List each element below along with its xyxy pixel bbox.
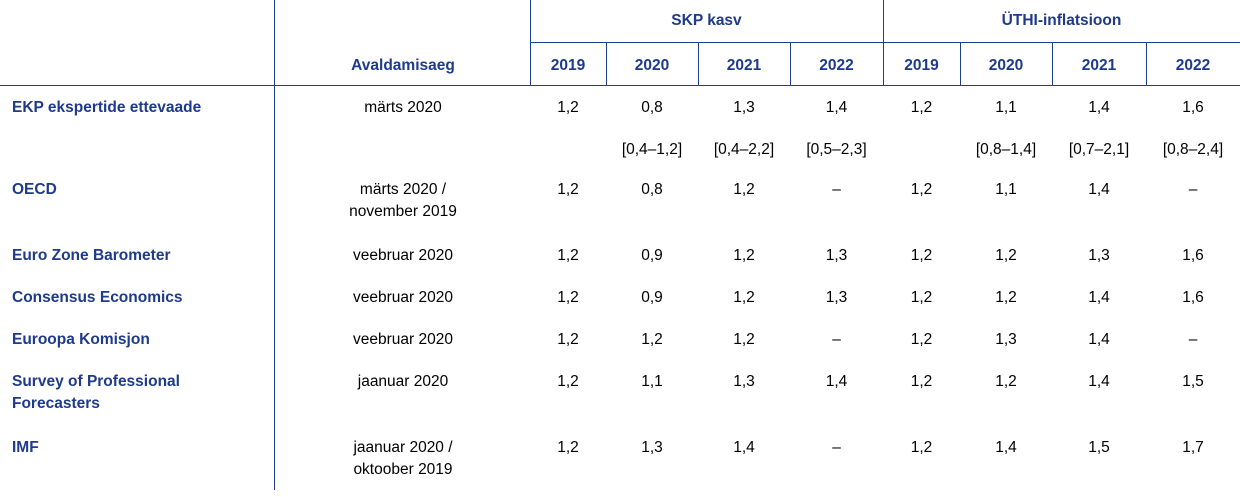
publication-date: veebruar 2020 xyxy=(353,247,453,264)
gdp-growth-value: 1,2 xyxy=(641,331,663,348)
hicp-inflation-value: 1,2 xyxy=(910,439,933,456)
forecaster-name: Euro Zone Barometer xyxy=(12,247,171,264)
hicp-inflation-value: 1,3 xyxy=(1088,247,1110,264)
gdp-growth-value: 1,2 xyxy=(557,289,579,306)
hicp-inflation-value: 1,2 xyxy=(995,373,1017,390)
header-year: 2022 xyxy=(1175,57,1211,74)
gdp-growth-value: [0,4–1,2] xyxy=(621,141,683,158)
publication-date: veebruar 2020 xyxy=(353,331,453,348)
hicp-inflation-value: [0,7–2,1] xyxy=(1068,141,1130,158)
hicp-inflation-value: 1,2 xyxy=(910,99,933,116)
hicp-inflation-value: 1,2 xyxy=(995,289,1017,306)
gdp-growth-value: 0,8 xyxy=(641,99,663,116)
forecaster-name: Survey of Professional Forecasters xyxy=(12,373,180,412)
gdp-growth-value: 1,2 xyxy=(733,247,755,264)
gdp-growth-value: 1,4 xyxy=(825,99,848,116)
hicp-inflation-value: [0,8–1,4] xyxy=(975,141,1037,158)
publication-date: märts 2020 / november 2019 xyxy=(349,181,457,220)
gdp-growth-value: 1,2 xyxy=(557,99,579,116)
gdp-growth-value: 1,2 xyxy=(557,439,579,456)
divider-label-column xyxy=(274,0,275,490)
hicp-inflation-value: 1,3 xyxy=(995,331,1017,348)
header-year: 2021 xyxy=(726,57,762,74)
divider-year xyxy=(960,42,961,85)
gdp-growth-value: [0,4–2,2] xyxy=(713,141,775,158)
publication-date: jaanuar 2020 xyxy=(357,373,449,390)
divider-year xyxy=(698,42,699,85)
gdp-growth-value: 1,2 xyxy=(557,331,579,348)
header-year: 2020 xyxy=(988,57,1024,74)
gdp-growth-value: [0,5–2,3] xyxy=(806,141,867,158)
hicp-inflation-value: 1,4 xyxy=(995,439,1017,456)
header-year: 2020 xyxy=(634,57,670,74)
forecaster-name: IMF xyxy=(12,439,39,456)
gdp-growth-value: 1,3 xyxy=(733,99,755,116)
gdp-growth-value: 1,2 xyxy=(557,181,579,198)
hicp-inflation-value: 1,1 xyxy=(995,181,1017,198)
hicp-inflation-value: 1,2 xyxy=(995,247,1017,264)
forecaster-name: EKP ekspertide ettevaade xyxy=(12,99,202,116)
gdp-growth-value: – xyxy=(832,181,841,198)
forecaster-name: Consensus Economics xyxy=(12,289,183,306)
hicp-inflation-value: 1,4 xyxy=(1088,373,1110,390)
hicp-inflation-value: 1,2 xyxy=(910,373,933,390)
hicp-inflation-value: [0,8–2,4] xyxy=(1162,141,1224,158)
divider-year xyxy=(1146,42,1147,85)
hicp-inflation-value: 1,2 xyxy=(910,331,933,348)
header-year: 2019 xyxy=(904,57,939,74)
gdp-growth-value: 1,2 xyxy=(557,247,579,264)
header-bottom-rule xyxy=(0,85,1240,86)
gdp-growth-value: 0,9 xyxy=(641,247,663,264)
hicp-inflation-value: 1,4 xyxy=(1088,331,1110,348)
gdp-growth-value: – xyxy=(832,331,841,348)
gdp-growth-value: 0,8 xyxy=(641,181,663,198)
gdp-growth-value: 1,4 xyxy=(733,439,755,456)
gdp-growth-value: 1,1 xyxy=(641,373,663,390)
header-group-rule xyxy=(530,42,1240,43)
publication-date: märts 2020 xyxy=(364,99,442,116)
divider-year xyxy=(1052,42,1053,85)
hicp-inflation-value: 1,6 xyxy=(1182,289,1204,306)
gdp-growth-value: – xyxy=(832,439,841,456)
header-group-gdp: SKP kasv xyxy=(671,12,742,29)
gdp-growth-value: 1,4 xyxy=(825,373,848,390)
hicp-inflation-value: 1,6 xyxy=(1182,99,1204,116)
hicp-inflation-value: 1,7 xyxy=(1182,439,1204,456)
forecaster-name: Euroopa Komisjon xyxy=(12,331,150,348)
gdp-growth-value: 1,3 xyxy=(825,247,848,264)
header-publication-date: Avaldamisaeg xyxy=(351,57,455,74)
hicp-inflation-value: – xyxy=(1188,181,1198,198)
gdp-growth-value: 1,2 xyxy=(733,181,755,198)
hicp-inflation-value: – xyxy=(1188,331,1198,348)
publication-date: veebruar 2020 xyxy=(353,289,453,306)
publication-date: jaanuar 2020 / oktoober 2019 xyxy=(353,439,453,478)
forecaster-name: OECD xyxy=(12,181,57,198)
hicp-inflation-value: 1,4 xyxy=(1088,289,1110,306)
gdp-growth-value: 1,2 xyxy=(557,373,579,390)
gdp-growth-value: 1,2 xyxy=(733,289,755,306)
hicp-inflation-value: 1,6 xyxy=(1182,247,1204,264)
header-year: 2022 xyxy=(819,57,854,74)
header-year: 2021 xyxy=(1081,57,1117,74)
hicp-inflation-value: 1,1 xyxy=(995,99,1017,116)
hicp-inflation-value: 1,5 xyxy=(1182,373,1204,390)
divider-year xyxy=(790,42,791,85)
header-year: 2019 xyxy=(550,57,586,74)
gdp-growth-value: 1,3 xyxy=(733,373,755,390)
hicp-inflation-value: 1,2 xyxy=(910,181,933,198)
header-group-hicp: ÜTHI-inflatsioon xyxy=(1001,12,1122,29)
gdp-growth-value: 0,9 xyxy=(641,289,663,306)
gdp-growth-value: 1,2 xyxy=(733,331,755,348)
gdp-growth-value: 1,3 xyxy=(641,439,663,456)
hicp-inflation-value: 1,5 xyxy=(1088,439,1110,456)
gdp-growth-value: 1,3 xyxy=(825,289,848,306)
hicp-inflation-value: 1,4 xyxy=(1088,99,1110,116)
divider-year xyxy=(606,42,607,85)
hicp-inflation-value: 1,2 xyxy=(910,247,933,264)
hicp-inflation-value: 1,4 xyxy=(1088,181,1110,198)
hicp-inflation-value: 1,2 xyxy=(910,289,933,306)
